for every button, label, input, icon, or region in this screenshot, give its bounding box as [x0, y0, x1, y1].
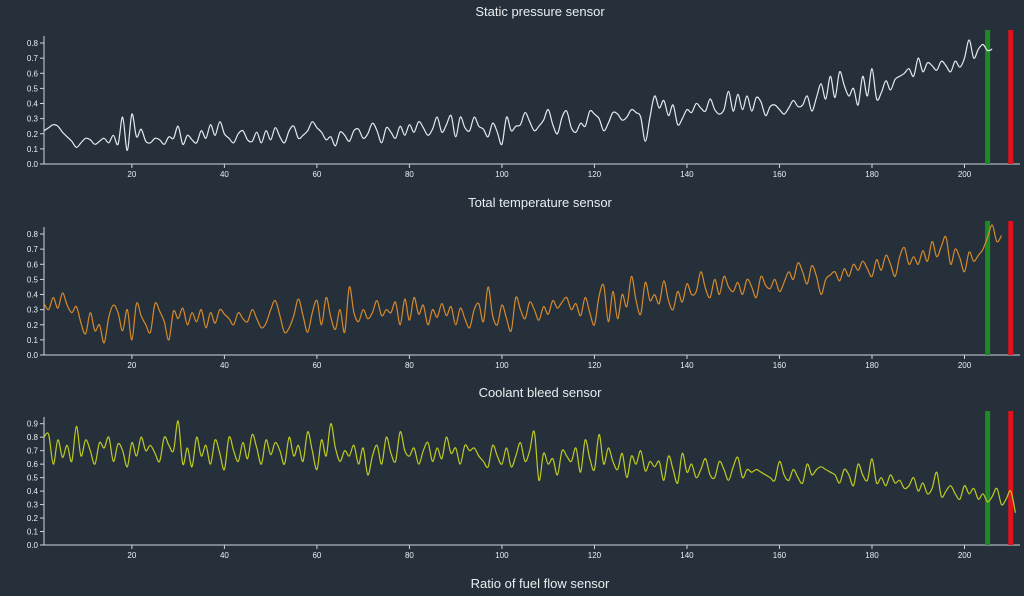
y-tick-label: 0.7	[27, 245, 39, 254]
event-marker-2	[1008, 411, 1014, 545]
x-tick-label: 100	[495, 361, 509, 370]
y-tick-label: 0.6	[27, 69, 39, 78]
chart-panel-1: Static pressure sensor 0.0 0.1 0.2 0.3 0.4 0.5…	[27, 4, 1020, 179]
x-tick-label: 100	[495, 551, 509, 560]
y-tick-label: 0.0	[27, 541, 39, 550]
series-line-1	[43, 39, 993, 152]
y-tick-label: 0.9	[27, 420, 39, 429]
x-tick-label: 40	[220, 551, 229, 560]
y-tick-label: 0.5	[27, 474, 39, 483]
y-tick-label: 0.1	[27, 336, 39, 345]
y-tick-label: 0.5	[27, 275, 39, 284]
y-tick-label: 0.1	[27, 528, 39, 537]
y-tick-label: 0.4	[27, 100, 39, 109]
x-tick-label: 60	[312, 170, 321, 179]
y-tick-label: 0.0	[27, 351, 39, 360]
x-tick-label: 160	[773, 170, 787, 179]
y-tick-label: 0.8	[27, 230, 39, 239]
event-marker-1	[985, 221, 991, 355]
x-tick-label: 200	[958, 170, 972, 179]
y-tick-label: 0.7	[27, 54, 39, 63]
x-tick-label: 20	[127, 361, 136, 370]
chart-title: Coolant bleed sensor	[479, 385, 603, 400]
event-marker-2	[1008, 30, 1014, 164]
x-tick-label: 200	[958, 551, 972, 560]
x-tick-label: 120	[588, 551, 602, 560]
x-tick-label: 80	[405, 551, 414, 560]
chart-title: Total temperature sensor	[468, 195, 612, 210]
y-tick-label: 0.2	[27, 321, 39, 330]
y-tick-label: 0.0	[27, 160, 39, 169]
x-tick-label: 60	[312, 551, 321, 560]
series-line-1	[43, 420, 1016, 513]
chart-panel-3: Coolant bleed sensor 0.0 0.1 0.2 0.3 0.4 0.5 0.…	[27, 385, 1020, 560]
x-tick-label: 140	[680, 170, 694, 179]
y-tick-label: 0.8	[27, 433, 39, 442]
y-tick-label: 0.4	[27, 291, 39, 300]
x-tick-label: 180	[865, 551, 879, 560]
event-marker-1	[985, 411, 991, 545]
y-tick-label: 0.6	[27, 460, 39, 469]
series-line-1	[43, 224, 1003, 344]
y-tick-label: 0.6	[27, 260, 39, 269]
x-tick-label: 160	[773, 551, 787, 560]
x-tick-label: 200	[958, 361, 972, 370]
x-tick-label: 180	[865, 170, 879, 179]
y-tick-label: 0.1	[27, 145, 39, 154]
x-tick-label: 140	[680, 361, 694, 370]
y-tick-label: 0.3	[27, 115, 39, 124]
next-chart-title: Ratio of fuel flow sensor	[471, 576, 610, 591]
x-tick-label: 80	[405, 170, 414, 179]
y-tick-label: 0.5	[27, 84, 39, 93]
y-tick-label: 0.2	[27, 514, 39, 523]
x-tick-label: 120	[588, 170, 602, 179]
x-tick-label: 140	[680, 551, 694, 560]
y-tick-label: 0.4	[27, 487, 39, 496]
event-marker-2	[1008, 221, 1014, 355]
chart-panel-2: Total temperature sensor 0.0 0.1 0.2 0.3 0.4 0…	[27, 195, 1020, 370]
y-tick-label: 0.7	[27, 447, 39, 456]
event-marker-1	[985, 30, 991, 164]
x-tick-label: 120	[588, 361, 602, 370]
x-tick-label: 40	[220, 170, 229, 179]
x-tick-label: 180	[865, 361, 879, 370]
y-tick-label: 0.2	[27, 130, 39, 139]
x-tick-label: 40	[220, 361, 229, 370]
x-tick-label: 160	[773, 361, 787, 370]
x-tick-label: 20	[127, 551, 136, 560]
y-tick-label: 0.3	[27, 501, 39, 510]
y-tick-label: 0.8	[27, 39, 39, 48]
x-tick-label: 100	[495, 170, 509, 179]
x-tick-label: 20	[127, 170, 136, 179]
x-tick-label: 80	[405, 361, 414, 370]
chart-title: Static pressure sensor	[475, 4, 605, 19]
y-tick-label: 0.3	[27, 306, 39, 315]
x-tick-label: 60	[312, 361, 321, 370]
